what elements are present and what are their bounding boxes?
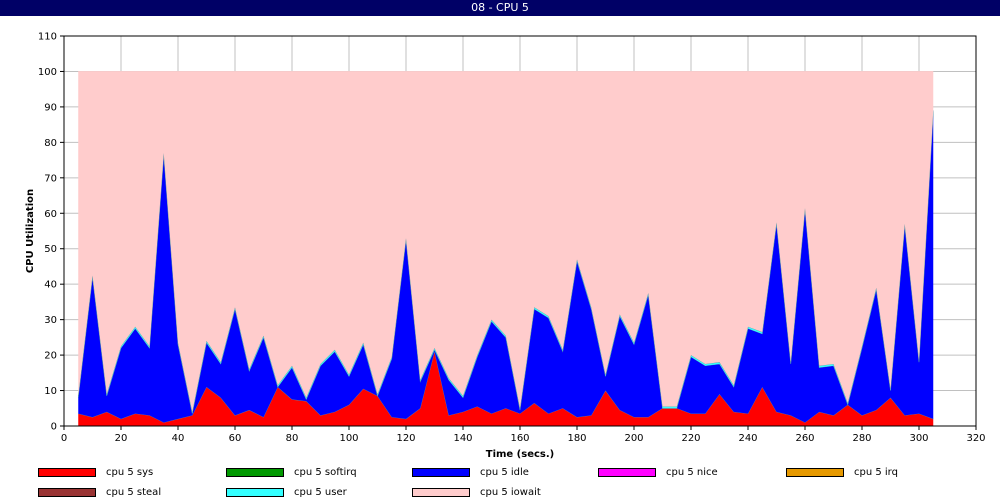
legend-label: cpu 5 sys <box>106 466 153 480</box>
x-tick-label: 0 <box>61 433 67 444</box>
legend-swatch <box>226 468 284 477</box>
x-tick-label: 180 <box>567 433 586 444</box>
y-tick-label: 20 <box>44 351 57 362</box>
legend-item-cpu-5-idle: cpu 5 idle <box>412 466 592 480</box>
legend-swatch <box>412 468 470 477</box>
legend-swatch <box>598 468 656 477</box>
legend-label: cpu 5 softirq <box>294 466 357 480</box>
y-tick-label: 60 <box>44 209 57 220</box>
y-tick-label: 110 <box>38 32 57 43</box>
y-tick-label: 70 <box>44 173 57 184</box>
stacked-areas <box>78 71 933 426</box>
x-tick-label: 260 <box>795 433 814 444</box>
y-tick-label: 80 <box>44 138 57 149</box>
y-tick-label: 40 <box>44 280 57 291</box>
x-axis-title: Time (secs.) <box>486 449 555 460</box>
x-tick-label: 320 <box>966 433 985 444</box>
legend-swatch <box>38 488 96 497</box>
x-tick-label: 60 <box>229 433 242 444</box>
x-tick-label: 100 <box>339 433 358 444</box>
legend-label: cpu 5 irq <box>854 466 898 480</box>
x-tick-label: 280 <box>852 433 871 444</box>
legend-label: cpu 5 idle <box>480 466 529 480</box>
legend-swatch <box>226 488 284 497</box>
legend-swatch <box>786 468 844 477</box>
legend-label: cpu 5 user <box>294 486 347 500</box>
x-tick-label: 220 <box>681 433 700 444</box>
y-tick-label: 100 <box>38 67 57 78</box>
legend-swatch <box>38 468 96 477</box>
legend-item-cpu-5-iowait: cpu 5 iowait <box>412 486 592 500</box>
chart-title-bar: 08 - CPU 5 <box>0 0 1000 16</box>
legend-swatch <box>412 488 470 497</box>
y-tick-label: 90 <box>44 102 57 113</box>
legend-label: cpu 5 nice <box>666 466 718 480</box>
y-tick-label: 50 <box>44 244 57 255</box>
y-axis-ticks: 0 10 20 30 40 50 60 70 80 90 100 110 <box>38 32 64 433</box>
x-axis-ticks: 0 20 40 60 80 100 120 140 160 180 200 220 240 260 280 3… <box>61 426 986 444</box>
chart-legend: cpu 5 sys cpu 5 softirq cpu 5 idle cpu 5 ni… <box>0 462 1000 504</box>
x-tick-label: 200 <box>624 433 643 444</box>
legend-item-cpu-5-irq: cpu 5 irq <box>786 466 966 480</box>
x-tick-label: 120 <box>396 433 415 444</box>
y-tick-label: 10 <box>44 386 57 397</box>
x-tick-label: 80 <box>286 433 299 444</box>
legend-item-cpu-5-user: cpu 5 user <box>226 486 406 500</box>
x-tick-label: 20 <box>115 433 128 444</box>
legend-item-cpu-5-steal: cpu 5 steal <box>38 486 218 500</box>
x-tick-label: 240 <box>738 433 757 444</box>
legend-label: cpu 5 iowait <box>480 486 541 500</box>
cpu-utilization-chart: 0204060801001201401601802002202402602803… <box>0 16 1000 462</box>
y-tick-label: 30 <box>44 315 57 326</box>
x-tick-label: 300 <box>909 433 928 444</box>
legend-item-cpu-5-nice: cpu 5 nice <box>598 466 778 480</box>
x-tick-label: 160 <box>510 433 529 444</box>
legend-item-cpu-5-sys: cpu 5 sys <box>38 466 218 480</box>
x-tick-label: 140 <box>453 433 472 444</box>
legend-label: cpu 5 steal <box>106 486 161 500</box>
legend-item-cpu-5-softirq: cpu 5 softirq <box>226 466 406 480</box>
chart-title: 08 - CPU 5 <box>471 1 529 14</box>
x-tick-label: 40 <box>172 433 185 444</box>
y-tick-label: 0 <box>51 422 57 433</box>
y-axis-title: CPU Utilization <box>25 189 36 273</box>
